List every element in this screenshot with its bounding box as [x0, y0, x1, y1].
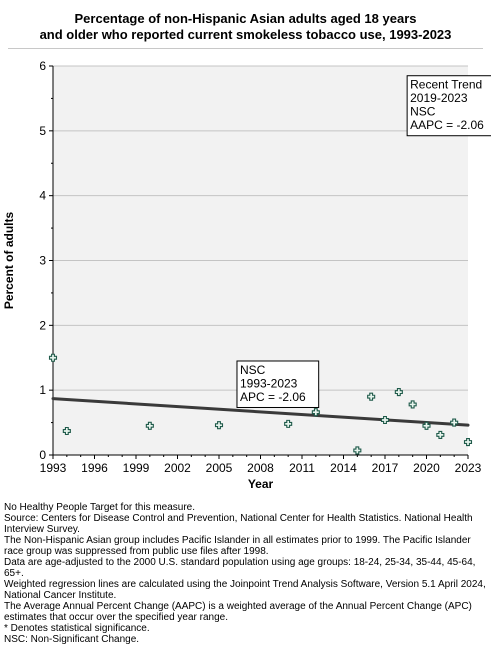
- x-tick-label: 2011: [289, 461, 315, 475]
- annotation-frame: [236, 360, 320, 408]
- y-tick-labels: 0 1 2 3 4 5 6: [39, 59, 46, 462]
- footnote: * Denotes statistical significance.: [4, 623, 150, 634]
- data-point: [48, 353, 58, 362]
- data-point: [436, 430, 445, 439]
- data-point: [463, 437, 473, 447]
- y-tick-label: 5: [39, 124, 46, 138]
- x-tick-label: 2008: [247, 461, 274, 475]
- chart-title-line-2: and older who reported current smokeless…: [39, 27, 452, 42]
- y-tick-label: 3: [39, 254, 46, 268]
- data-point: [450, 418, 459, 427]
- annotation-text: 1993-2023: [240, 376, 298, 390]
- x-tick-label: 2020: [413, 461, 440, 475]
- data-point: [408, 400, 417, 409]
- title-divider: [8, 48, 483, 49]
- data-point: [145, 421, 154, 430]
- data-point: [367, 392, 376, 401]
- x-tick-label: 2023: [455, 461, 482, 475]
- x-tick-label: 1999: [123, 461, 150, 475]
- y-tick-label: 0: [39, 448, 46, 462]
- x-tick-label: 1993: [40, 461, 67, 475]
- data-points: [48, 353, 473, 455]
- trend-line: [51, 397, 470, 427]
- data-point: [284, 419, 293, 428]
- data-point: [394, 388, 403, 397]
- annotation-text: AAPC = -2.06: [410, 118, 484, 132]
- trend-line-segment: [51, 397, 470, 427]
- data-point: [214, 421, 224, 430]
- grid-lines: [53, 65, 468, 391]
- annotation-text: NSC: [410, 105, 436, 119]
- scatter-chart: 0 1 2 3 4 5 6 1993 1996 1999 2002 2005 2008 2011 2014…: [2, 59, 491, 491]
- y-tick-label: 6: [39, 59, 46, 73]
- y-tick-label: 4: [39, 189, 46, 203]
- footnote: Data are age-adjusted to the 2000 U.S. s…: [4, 557, 476, 579]
- annotation-text: APC = -2.06: [240, 390, 306, 404]
- data-point: [62, 426, 71, 436]
- chart-title-line-1: Percentage of non-Hispanic Asian adults …: [74, 11, 417, 26]
- y-tick-label: 1: [39, 383, 46, 397]
- x-tick-label: 2017: [372, 461, 399, 475]
- x-tick-label: 2005: [206, 461, 233, 475]
- data-point: [422, 421, 431, 430]
- y-tick-label: 2: [39, 318, 46, 332]
- y-axis-label: Percent of adults: [2, 212, 16, 310]
- footnote: The Average Annual Percent Change (AAPC)…: [4, 601, 472, 623]
- footnote: No Healthy People Target for this measur…: [4, 502, 196, 513]
- x-tick-labels: 1993 1996 1999 2002 2005 2008 2011 2014 2017 2020…: [40, 461, 482, 475]
- x-tick-label: 1996: [81, 461, 108, 475]
- data-point: [353, 446, 362, 455]
- footnote: Source: Centers for Disease Control and …: [4, 513, 473, 535]
- footnote: Weighted regression lines are calculated…: [4, 579, 486, 601]
- footnote: The Non-Hispanic Asian group includes Pa…: [4, 535, 471, 557]
- footnotes: No Healthy People Target for this measur…: [4, 502, 488, 645]
- annotation-frame: [406, 75, 491, 137]
- footnote: NSC: Non-Significant Change.: [4, 634, 140, 645]
- x-tick-label: 2014: [330, 461, 357, 475]
- data-point: [311, 408, 320, 417]
- annotation-text: NSC: [240, 363, 266, 377]
- x-tick-label: 2002: [164, 461, 191, 475]
- annotation-text: 2019-2023: [410, 91, 468, 105]
- annotation-text: Recent Trend: [410, 78, 482, 92]
- data-point: [380, 415, 390, 425]
- x-axis-label: Year: [248, 477, 274, 491]
- chart-title: Percentage of non-Hispanic Asian adults …: [0, 11, 491, 43]
